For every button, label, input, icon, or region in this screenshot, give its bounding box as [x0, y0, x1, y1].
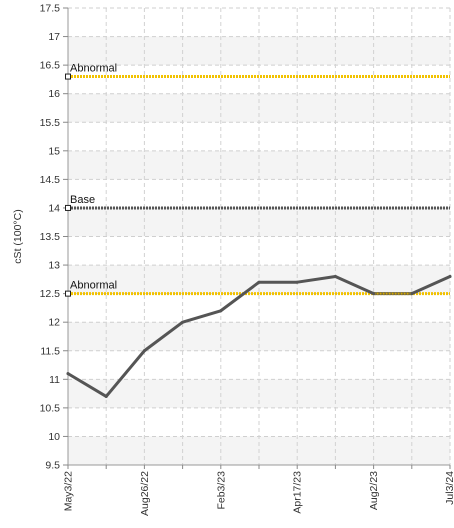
reference-line-label: Abnormal — [70, 63, 117, 75]
y-tick-label: 11.5 — [40, 345, 60, 357]
y-tick-label: 16.5 — [40, 60, 61, 72]
reference-line-label: Abnormal — [70, 280, 117, 292]
reference-marker — [65, 290, 71, 297]
y-tick-label: 17 — [48, 31, 60, 43]
series-point — [219, 309, 223, 313]
y-tick-label: 16 — [48, 88, 60, 100]
y-tick-label: 10.5 — [40, 402, 61, 414]
y-tick-label: 11 — [49, 374, 60, 386]
series-point — [257, 280, 261, 284]
series-point — [142, 349, 146, 353]
series-point — [295, 280, 299, 284]
y-tick-label: 15 — [48, 145, 60, 157]
y-tick-label: 9.5 — [45, 460, 60, 472]
reference-marker — [65, 204, 71, 211]
y-axis-title: cSt (100°C) — [12, 209, 24, 263]
y-tick-label: 13.5 — [40, 231, 61, 243]
y-tick-label: 12 — [48, 317, 60, 329]
series-point — [448, 274, 452, 278]
reference-line-label: Base — [70, 194, 95, 206]
x-tick-label: Aug26/22 — [139, 471, 151, 516]
x-tick-label: May3/22 — [63, 471, 75, 511]
series-point — [410, 292, 414, 296]
series-point — [66, 372, 70, 376]
y-tick-label: 14 — [48, 202, 60, 214]
reference-marker — [65, 73, 71, 80]
y-tick-label: 12.5 — [40, 288, 61, 300]
series-point — [372, 292, 376, 296]
y-tick-label: 10 — [48, 431, 60, 443]
x-tick-label: Feb3/23 — [215, 471, 227, 510]
series-point — [104, 394, 108, 398]
series-point — [181, 320, 185, 324]
y-tick-label: 13 — [48, 260, 60, 272]
y-tick-label: 17.5 — [40, 3, 61, 15]
x-axis: May3/22 Aug26/22 Feb3/23 Apr17/23 Aug2/23 Jul… — [63, 464, 454, 516]
y-tick-label: 15.5 — [40, 117, 61, 129]
x-tick-label: Apr17/23 — [292, 471, 304, 514]
y-tick-label: 14.5 — [40, 174, 61, 186]
x-tick-label: Aug2/23 — [368, 471, 380, 510]
x-tick-label: Jul3/24 — [444, 471, 454, 505]
series-layer — [66, 274, 452, 398]
series-point — [333, 274, 337, 278]
y-axis: 9.5 10 10.5 11 11.5 12 12.5 13 13.5 14 14.5 15 15.5 1… — [40, 3, 69, 472]
